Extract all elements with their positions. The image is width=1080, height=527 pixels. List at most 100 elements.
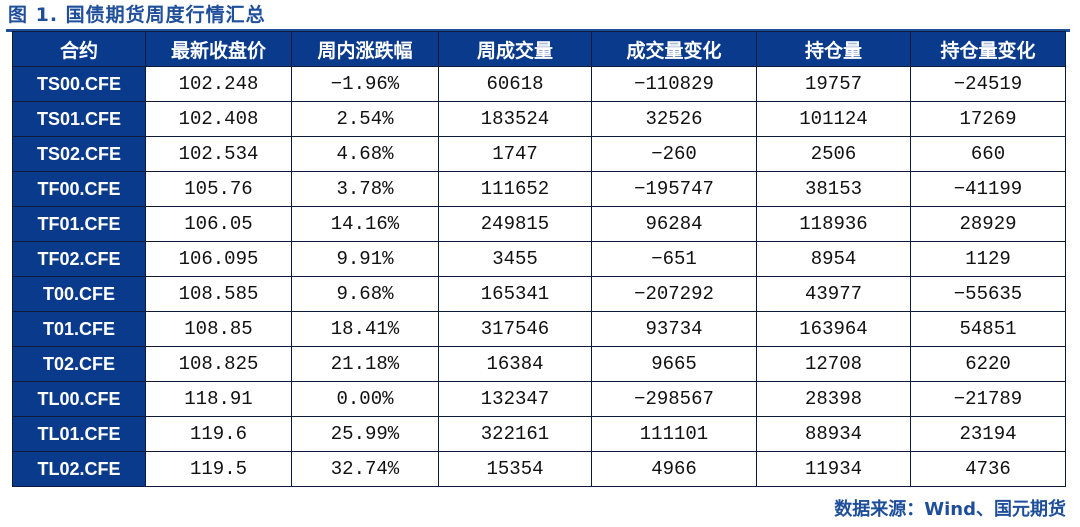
- volume-change-cell: −260: [591, 136, 757, 172]
- open-interest-cell: 118936: [756, 206, 911, 242]
- oi-change-cell: 6220: [910, 346, 1066, 382]
- last-close-cell: 102.408: [145, 101, 292, 137]
- volume-change-cell: 32526: [591, 101, 757, 137]
- last-close-cell: 102.534: [145, 136, 292, 172]
- open-interest-cell: 11934: [756, 451, 911, 487]
- weekly-change-cell: 9.68%: [291, 276, 439, 312]
- figure-title: 图 1. 国债期货周度行情汇总: [8, 4, 266, 26]
- table-body: TS00.CFE 102.248 −1.96% 60618 −110829 19757 −2…: [12, 66, 1066, 487]
- header-oi-change: 持仓量变化: [910, 31, 1066, 67]
- weekly-change-cell: 14.16%: [291, 206, 439, 242]
- last-close-cell: 108.585: [145, 276, 292, 312]
- table-row: TS00.CFE 102.248 −1.96% 60618 −110829 19757 −2…: [12, 66, 1066, 102]
- weekly-volume-cell: 16384: [438, 346, 592, 382]
- header-weekly-change: 周内涨跌幅: [291, 31, 439, 67]
- contract-cell: TS01.CFE: [12, 101, 146, 137]
- contract-cell: TL02.CFE: [12, 451, 146, 487]
- weekly-change-cell: 9.91%: [291, 241, 439, 277]
- contract-cell: TF02.CFE: [12, 241, 146, 277]
- weekly-volume-cell: 249815: [438, 206, 592, 242]
- table-row: TF00.CFE 105.76 3.78% 111652 −195747 38153 −41…: [12, 171, 1066, 207]
- table-row: TL02.CFE 119.5 32.74% 15354 4966 11934 4736: [12, 451, 1066, 487]
- header-contract: 合约: [12, 31, 146, 67]
- table-row: TF02.CFE 106.095 9.91% 3455 −651 8954 1129: [12, 241, 1066, 277]
- source-note: 数据来源：Wind、国元期货: [834, 499, 1066, 520]
- contract-cell: TS00.CFE: [12, 66, 146, 102]
- oi-change-cell: 1129: [910, 241, 1066, 277]
- last-close-cell: 106.095: [145, 241, 292, 277]
- weekly-change-cell: 25.99%: [291, 416, 439, 452]
- weekly-volume-cell: 165341: [438, 276, 592, 312]
- contract-cell: T02.CFE: [12, 346, 146, 382]
- header-weekly-volume: 周成交量: [438, 31, 592, 67]
- oi-change-cell: 23194: [910, 416, 1066, 452]
- contract-cell: TS02.CFE: [12, 136, 146, 172]
- table-row: T00.CFE 108.585 9.68% 165341 −207292 43977 −55…: [12, 276, 1066, 312]
- oi-change-cell: 28929: [910, 206, 1066, 242]
- oi-change-cell: −21789: [910, 381, 1066, 417]
- table-row: T01.CFE 108.85 18.41% 317546 93734 163964 5485…: [12, 311, 1066, 347]
- volume-change-cell: −207292: [591, 276, 757, 312]
- header-volume-change: 成交量变化: [591, 31, 757, 67]
- open-interest-cell: 2506: [756, 136, 911, 172]
- title-rule: [6, 29, 1070, 32]
- volume-change-cell: −651: [591, 241, 757, 277]
- last-close-cell: 119.6: [145, 416, 292, 452]
- oi-change-cell: 54851: [910, 311, 1066, 347]
- volume-change-cell: −298567: [591, 381, 757, 417]
- weekly-change-cell: 18.41%: [291, 311, 439, 347]
- contract-cell: TL01.CFE: [12, 416, 146, 452]
- table-row: TL00.CFE 118.91 0.00% 132347 −298567 28398 −21…: [12, 381, 1066, 417]
- last-close-cell: 105.76: [145, 171, 292, 207]
- open-interest-cell: 163964: [756, 311, 911, 347]
- oi-change-cell: 4736: [910, 451, 1066, 487]
- volume-change-cell: 9665: [591, 346, 757, 382]
- futures-summary-table: 合约 最新收盘价 周内涨跌幅 周成交量 成交量变化 持仓量 持仓量变化 TS00…: [12, 31, 1066, 487]
- weekly-volume-cell: 183524: [438, 101, 592, 137]
- last-close-cell: 108.825: [145, 346, 292, 382]
- open-interest-cell: 88934: [756, 416, 911, 452]
- volume-change-cell: 111101: [591, 416, 757, 452]
- oi-change-cell: 660: [910, 136, 1066, 172]
- last-close-cell: 119.5: [145, 451, 292, 487]
- table-row: TL01.CFE 119.6 25.99% 322161 111101 88934 2319…: [12, 416, 1066, 452]
- open-interest-cell: 38153: [756, 171, 911, 207]
- open-interest-cell: 8954: [756, 241, 911, 277]
- header-last-close: 最新收盘价: [145, 31, 292, 67]
- header-open-interest: 持仓量: [756, 31, 911, 67]
- contract-cell: TL00.CFE: [12, 381, 146, 417]
- last-close-cell: 118.91: [145, 381, 292, 417]
- weekly-change-cell: 3.78%: [291, 171, 439, 207]
- table-row: T02.CFE 108.825 21.18% 16384 9665 12708 6220: [12, 346, 1066, 382]
- volume-change-cell: 96284: [591, 206, 757, 242]
- weekly-volume-cell: 132347: [438, 381, 592, 417]
- volume-change-cell: −195747: [591, 171, 757, 207]
- open-interest-cell: 43977: [756, 276, 911, 312]
- open-interest-cell: 12708: [756, 346, 911, 382]
- weekly-change-cell: 0.00%: [291, 381, 439, 417]
- weekly-change-cell: −1.96%: [291, 66, 439, 102]
- last-close-cell: 102.248: [145, 66, 292, 102]
- weekly-volume-cell: 60618: [438, 66, 592, 102]
- oi-change-cell: −41199: [910, 171, 1066, 207]
- table-row: TS02.CFE 102.534 4.68% 1747 −260 2506 660: [12, 136, 1066, 172]
- weekly-volume-cell: 3455: [438, 241, 592, 277]
- weekly-volume-cell: 1747: [438, 136, 592, 172]
- volume-change-cell: 4966: [591, 451, 757, 487]
- weekly-volume-cell: 111652: [438, 171, 592, 207]
- table-row: TF01.CFE 106.05 14.16% 249815 96284 118936 289…: [12, 206, 1066, 242]
- weekly-volume-cell: 322161: [438, 416, 592, 452]
- oi-change-cell: 17269: [910, 101, 1066, 137]
- open-interest-cell: 101124: [756, 101, 911, 137]
- contract-cell: TF00.CFE: [12, 171, 146, 207]
- volume-change-cell: 93734: [591, 311, 757, 347]
- oi-change-cell: −24519: [910, 66, 1066, 102]
- weekly-change-cell: 2.54%: [291, 101, 439, 137]
- open-interest-cell: 28398: [756, 381, 911, 417]
- last-close-cell: 108.85: [145, 311, 292, 347]
- open-interest-cell: 19757: [756, 66, 911, 102]
- contract-cell: T01.CFE: [12, 311, 146, 347]
- weekly-volume-cell: 317546: [438, 311, 592, 347]
- table-row: TS01.CFE 102.408 2.54% 183524 32526 101124 172…: [12, 101, 1066, 137]
- weekly-volume-cell: 15354: [438, 451, 592, 487]
